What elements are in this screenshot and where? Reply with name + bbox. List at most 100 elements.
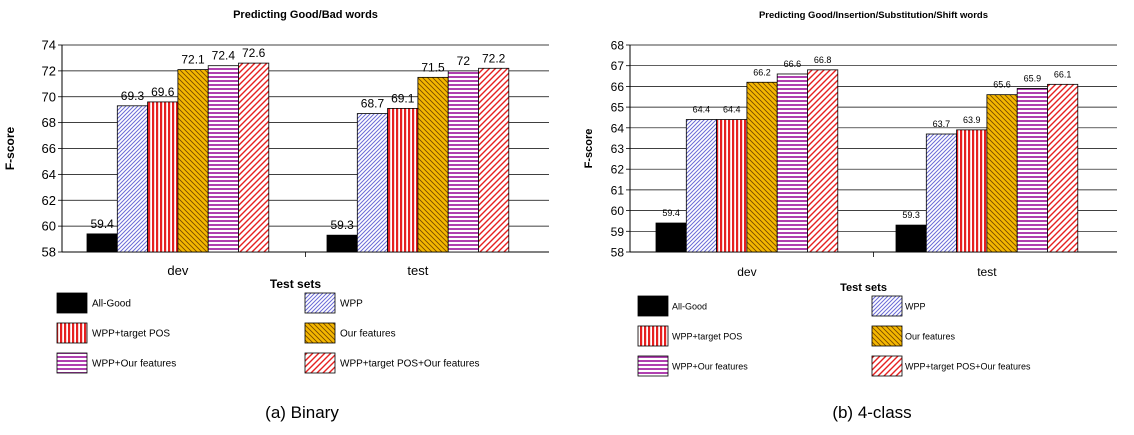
- y-tick-label: 61: [611, 183, 625, 197]
- data-label: 71.5: [421, 60, 445, 74]
- bar: [356, 113, 388, 253]
- y-tick-label: 74: [42, 38, 56, 53]
- y-tick-label: 72: [42, 63, 56, 78]
- data-label: 64.4: [693, 105, 711, 115]
- bar: [238, 62, 270, 253]
- x-category-label: test: [977, 265, 997, 279]
- bar: [207, 65, 239, 253]
- legend-swatch: [304, 292, 336, 314]
- y-tick-label: 62: [611, 163, 625, 177]
- data-label: 69.6: [151, 85, 175, 99]
- y-tick-label: 66: [42, 141, 56, 156]
- data-label: 69.1: [391, 91, 415, 105]
- bar: [177, 69, 209, 253]
- data-label: 64.4: [723, 105, 741, 115]
- figure-caption: (a) Binary: [265, 403, 339, 422]
- figure-caption: (b) 4-class: [832, 403, 911, 422]
- legend-swatch: [56, 292, 88, 314]
- legend-label: WPP+target POS: [92, 329, 170, 340]
- data-label: 72: [457, 54, 471, 68]
- chart-binary: Predicting Good/Bad words 58 60 62 64 66 68 70 7…: [3, 9, 549, 422]
- legend-label: WPP+target POS+Our features: [340, 359, 480, 370]
- data-label: 66.8: [814, 55, 832, 65]
- data-label: 66.6: [784, 59, 802, 69]
- data-label: 65.9: [1024, 73, 1042, 83]
- bar: [925, 133, 957, 253]
- legend-label: All-Good: [672, 302, 707, 312]
- y-tick-label: 60: [611, 204, 625, 218]
- chart-title: Predicting Good/Bad words: [233, 9, 378, 21]
- y-tick-label: 67: [611, 59, 625, 73]
- bar: [116, 105, 149, 253]
- data-label: 59.3: [330, 218, 354, 232]
- y-tick-label: 64: [42, 167, 56, 182]
- y-tick-label: 70: [42, 89, 56, 104]
- bar: [655, 222, 687, 253]
- y-tick-label: 65: [611, 101, 625, 115]
- data-label: 72.1: [181, 53, 205, 67]
- legend-swatch: [56, 352, 88, 374]
- legend-swatch: [304, 352, 336, 374]
- legend-swatch: [871, 325, 903, 347]
- chart-4class: Predicting Good/Insertion/Substitution/S…: [583, 10, 1117, 422]
- legend-swatch: [304, 322, 336, 344]
- bar: [685, 119, 717, 253]
- legend-label: Our features: [340, 329, 396, 340]
- legend-swatch: [637, 295, 669, 317]
- bar: [746, 81, 778, 253]
- chart-title: Predicting Good/Insertion/Substitution/S…: [759, 10, 988, 21]
- bar: [447, 70, 479, 253]
- bar: [417, 76, 449, 253]
- legend-swatch: [871, 295, 903, 317]
- data-label: 65.6: [993, 80, 1011, 90]
- bar: [807, 69, 839, 253]
- data-label: 63.7: [933, 119, 951, 129]
- y-tick-label: 68: [611, 39, 625, 53]
- bar: [147, 101, 179, 253]
- legend-swatch: [56, 322, 88, 344]
- x-category-label: dev: [167, 263, 188, 278]
- bar: [1047, 83, 1079, 253]
- y-axis-label: F-score: [583, 129, 595, 169]
- bar: [895, 224, 927, 253]
- y-tick-label: 58: [42, 245, 56, 260]
- bar: [776, 73, 808, 253]
- legend-label: WPP+Our features: [672, 362, 748, 372]
- legend-label: WPP+target POS+Our features: [905, 362, 1031, 372]
- data-label: 59.3: [902, 210, 920, 220]
- y-tick-label: 63: [611, 142, 625, 156]
- x-category-label: dev: [737, 265, 756, 279]
- data-label: 66.1: [1054, 69, 1072, 79]
- x-category-label: test: [407, 263, 428, 278]
- bar: [326, 234, 358, 253]
- bar: [716, 119, 748, 253]
- bar: [387, 107, 419, 253]
- legend-label: WPP+target POS: [672, 332, 742, 342]
- data-label: 72.6: [242, 46, 266, 60]
- x-axis-label: Test sets: [840, 282, 887, 294]
- legend-label: WPP: [340, 299, 363, 310]
- y-tick-label: 62: [42, 193, 56, 208]
- legend-swatch: [871, 355, 903, 377]
- legend-swatch: [637, 355, 669, 377]
- y-axis-label: F-score: [3, 127, 17, 171]
- data-label: 59.4: [662, 208, 680, 218]
- bar: [478, 67, 510, 253]
- y-tick-label: 66: [611, 80, 625, 94]
- legend-label: All-Good: [92, 299, 131, 310]
- data-label: 66.2: [753, 67, 771, 77]
- data-label: 72.4: [212, 49, 236, 63]
- data-label: 69.3: [121, 89, 145, 103]
- x-axis-label: Test sets: [270, 277, 321, 291]
- bar: [1016, 88, 1048, 253]
- data-label: 68.7: [361, 97, 385, 111]
- y-tick-label: 64: [611, 121, 625, 135]
- legend-swatch: [637, 325, 669, 347]
- data-label: 72.2: [482, 51, 506, 65]
- y-tick-label: 59: [611, 225, 625, 239]
- y-tick-label: 60: [42, 219, 56, 234]
- y-tick-label: 58: [611, 246, 625, 260]
- y-tick-label: 68: [42, 115, 56, 130]
- data-label: 59.4: [90, 217, 114, 231]
